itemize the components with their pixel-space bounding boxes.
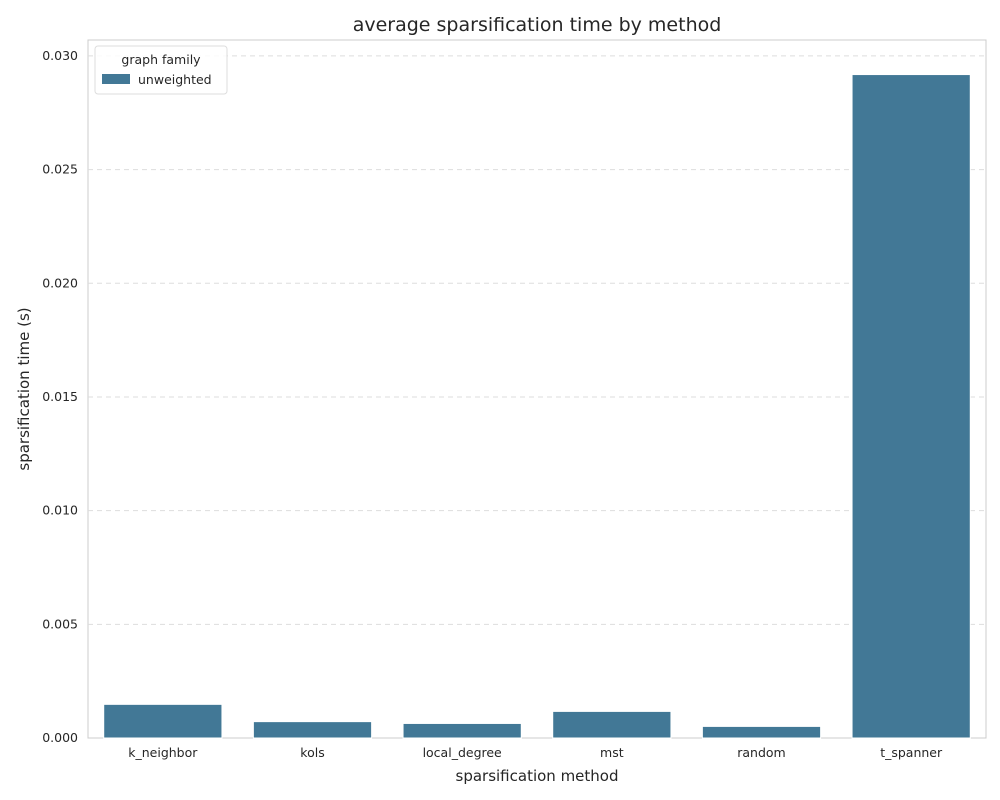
x-tick-label: kols	[300, 745, 324, 760]
x-axis-title: sparsification method	[456, 767, 619, 785]
bar-t_spanner	[851, 74, 971, 739]
bars	[103, 74, 971, 739]
y-tick-labels: 0.000 0.005 0.010 0.015 0.020 0.025 0.030	[42, 48, 78, 745]
y-tick-label: 0.010	[42, 503, 78, 518]
chart-title: average sparsification time by method	[353, 14, 722, 36]
x-tick-labels: k_neighbor kols local_degree mst random t_spa…	[128, 745, 943, 760]
legend-label: unweighted	[138, 72, 212, 87]
legend-title: graph family	[121, 52, 201, 67]
y-tick-label: 0.020	[42, 275, 78, 290]
x-tick-label: t_spanner	[880, 745, 943, 760]
y-tick-label: 0.015	[42, 389, 78, 404]
y-tick-label: 0.005	[42, 616, 78, 631]
plot-area	[87, 39, 987, 739]
bar-local_degree	[402, 722, 522, 739]
bar-kols	[252, 721, 373, 739]
grid-lines	[88, 55, 986, 625]
y-tick-label: 0.030	[42, 48, 78, 63]
y-tick-label: 0.000	[42, 730, 78, 745]
x-tick-label: local_degree	[423, 745, 502, 760]
bar-k_neighbor	[103, 703, 223, 739]
legend-swatch	[102, 74, 130, 84]
bar-mst	[552, 710, 672, 739]
y-tick-label: 0.025	[42, 162, 78, 177]
x-tick-label: random	[737, 745, 785, 760]
legend: graph family unweighted	[94, 45, 228, 95]
y-axis-title: sparsification time (s)	[15, 307, 33, 470]
x-tick-label: mst	[600, 745, 624, 760]
bar-random	[701, 725, 822, 739]
x-tick-label: k_neighbor	[128, 745, 198, 760]
